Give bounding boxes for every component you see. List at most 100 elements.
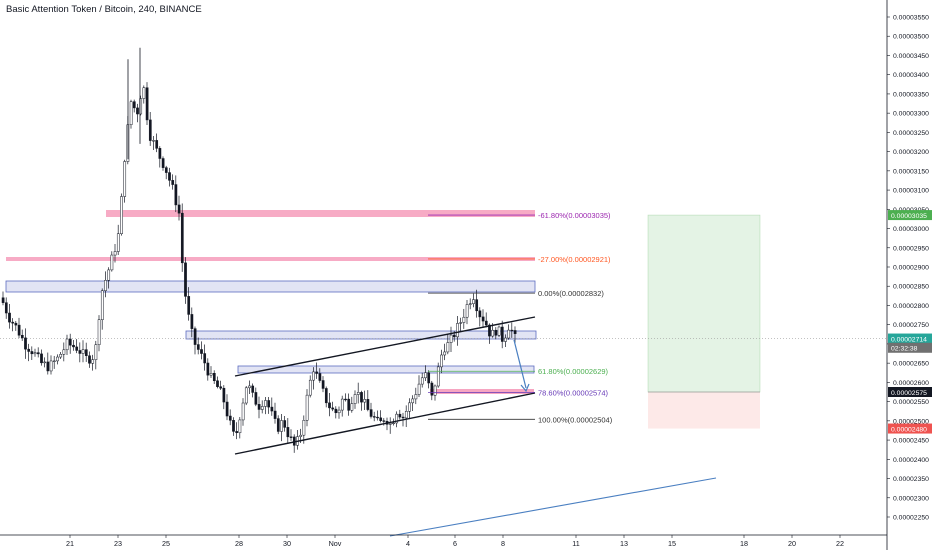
candle-body xyxy=(324,388,328,404)
candle-body xyxy=(174,184,178,206)
candle-body xyxy=(190,314,194,329)
candle-body xyxy=(4,302,8,314)
candle-body xyxy=(152,140,155,142)
price-tick-label: 0.00003300 xyxy=(893,111,929,118)
fib-786-zone xyxy=(430,389,534,394)
price-tick-label: 0.00003400 xyxy=(893,72,929,79)
candle-body xyxy=(14,322,18,326)
candle-body xyxy=(251,385,255,393)
candle-body xyxy=(315,371,319,374)
candle-body xyxy=(196,344,200,350)
candle-body xyxy=(273,410,277,419)
candle-body xyxy=(337,409,341,414)
candle-body xyxy=(456,323,459,338)
candle-body xyxy=(184,262,187,297)
candle-body xyxy=(459,322,463,324)
price-label-text: 0.00002575 xyxy=(891,390,927,397)
candle-body xyxy=(145,87,149,121)
candle-body xyxy=(436,366,440,387)
candle-body xyxy=(504,337,507,342)
candle-body xyxy=(302,420,306,436)
price-tick-label: 0.00003550 xyxy=(893,15,929,22)
demand-zone-box xyxy=(237,365,535,374)
candle-body xyxy=(430,382,434,396)
candle-body xyxy=(299,434,303,437)
time-tick-label: 23 xyxy=(114,539,122,548)
candle-body xyxy=(392,422,395,425)
candle-body xyxy=(280,420,283,432)
time-tick-label: 4 xyxy=(406,539,410,548)
candle-body xyxy=(475,299,479,312)
candle-body xyxy=(203,353,207,364)
candle-body xyxy=(68,338,72,346)
candle-body xyxy=(318,373,322,381)
candle-body xyxy=(270,406,274,412)
time-tick-label: 21 xyxy=(66,539,74,548)
candle-body xyxy=(187,296,191,315)
candle-body xyxy=(244,387,248,404)
candle-body xyxy=(33,352,37,355)
price-label-text: 02:32:38 xyxy=(891,346,918,353)
price-label-text: 0.00003035 xyxy=(891,213,927,220)
candle-body xyxy=(110,254,114,271)
candle-body xyxy=(113,251,117,256)
time-axis: 21 23 25 28 30 Nov 4 6 8 11 13 15 18 20 22 xyxy=(0,534,887,548)
candle-body xyxy=(222,387,226,403)
chart-title: Basic Attention Token / Bitcoin, 240, BI… xyxy=(6,4,202,15)
candle-body xyxy=(350,403,354,411)
time-tick-label: 25 xyxy=(162,539,170,548)
candle-body xyxy=(478,310,482,318)
wedge-upper-trendline xyxy=(234,316,536,377)
candle-body xyxy=(420,377,424,385)
price-label-bg xyxy=(888,342,932,353)
candle-body xyxy=(462,316,466,323)
time-tick-label: 30 xyxy=(283,539,291,548)
candle-body xyxy=(100,290,104,320)
fib-level-label: 0.00%(0.00002832) xyxy=(538,289,604,298)
pivot-zone-box xyxy=(185,330,537,340)
candle-body xyxy=(404,411,408,419)
time-tick-label: 13 xyxy=(620,539,628,548)
price-tick-label: 0.00003200 xyxy=(893,149,929,156)
candle-body xyxy=(123,161,127,197)
candle-body xyxy=(40,353,43,364)
candle-body xyxy=(27,348,31,352)
candle-body xyxy=(497,326,501,336)
candle-body xyxy=(507,329,511,339)
candle-body xyxy=(401,416,405,419)
candle-body xyxy=(209,373,213,376)
projection-arrow-head xyxy=(520,383,530,393)
candle-body xyxy=(369,409,373,417)
supply-zone-box xyxy=(5,280,536,293)
time-tick-label: Nov xyxy=(329,539,342,548)
candle-body xyxy=(414,394,418,400)
candle-body xyxy=(91,359,95,364)
candle-body xyxy=(168,172,171,181)
candle-body xyxy=(411,398,415,404)
time-tick-label: 20 xyxy=(788,539,796,548)
candle-body xyxy=(84,349,88,356)
candle-body xyxy=(142,87,146,99)
candle-body xyxy=(398,413,402,418)
candle-body xyxy=(46,361,50,372)
candle-body xyxy=(104,280,107,291)
candle-body xyxy=(43,361,47,364)
fib-level-label: 61.80%(0.00002629) xyxy=(538,367,609,376)
candle-body xyxy=(440,354,443,368)
candle-body xyxy=(1,297,5,303)
candle-body xyxy=(254,392,258,405)
price-tick-label: 0.00003100 xyxy=(893,188,929,195)
candle-body xyxy=(283,420,287,428)
candle-body xyxy=(353,394,357,404)
price-tick-label: 0.00002250 xyxy=(893,515,929,522)
candle-body xyxy=(219,386,223,389)
candle-body xyxy=(232,420,235,432)
candle-body xyxy=(241,402,245,421)
candle-body xyxy=(481,316,485,322)
candle-body xyxy=(78,350,82,354)
price-label-bg xyxy=(888,333,932,344)
price-tick-label: 0.00002900 xyxy=(893,265,929,272)
price-axis-label: 0.00002714 xyxy=(888,333,932,344)
